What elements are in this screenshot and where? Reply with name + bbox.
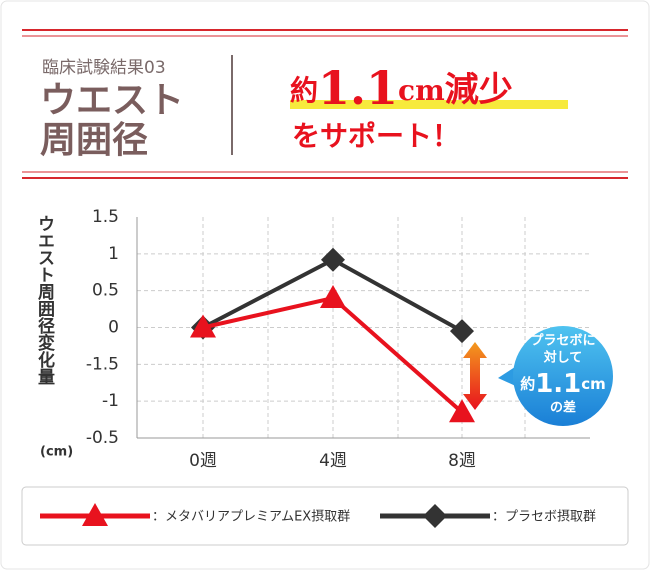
header-title: ウエスト xyxy=(40,80,184,121)
legend-marker xyxy=(82,503,108,526)
header-rules xyxy=(22,29,628,179)
y-tick-label: -1.5 xyxy=(86,354,119,374)
y-tick-label: 1 xyxy=(108,244,119,264)
legend-label: ：メタバリアプレミアムEX摂取群 xyxy=(152,509,350,525)
header-title: 周囲径 xyxy=(40,120,148,161)
y-axis-unit: (cm) xyxy=(40,445,73,460)
annotation-text: の差 xyxy=(550,400,576,416)
marker xyxy=(449,399,475,423)
marker xyxy=(321,247,345,272)
header-label: 臨床試験結果03 xyxy=(42,58,166,78)
annotation-part: 1.1 xyxy=(535,369,581,399)
annotation-text: プラセボに xyxy=(530,333,595,349)
claim: 約1.1cm減少 xyxy=(290,61,513,115)
y-tick-label: 1.5 xyxy=(92,207,119,227)
x-tick-label: 8週 xyxy=(448,451,476,471)
annotation-bubble xyxy=(513,326,613,426)
difference-arrow xyxy=(463,342,487,410)
legend-marker xyxy=(423,504,447,528)
annotation-text: 対して xyxy=(543,350,583,366)
y-tick-label: -0.5 xyxy=(86,428,119,448)
y-tick-label: 0 xyxy=(108,318,119,338)
claim-line2: をサポート！ xyxy=(292,120,460,153)
marker xyxy=(450,319,474,344)
marker xyxy=(190,314,216,338)
legend-label: ：プラセボ摂取群 xyxy=(492,509,596,525)
x-tick-label: 4週 xyxy=(319,451,347,471)
annotation-part: 約 xyxy=(520,375,535,393)
annotation-part: cm xyxy=(581,375,606,393)
y-tick-label: 0.5 xyxy=(92,281,119,301)
y-axis-label: ウエスト周囲径変化量 xyxy=(34,215,55,385)
marker xyxy=(320,285,346,309)
annotation-figure: 約1.1cm xyxy=(520,369,606,399)
legend xyxy=(21,486,629,546)
highlight xyxy=(290,100,568,109)
x-tick-label: 0週 xyxy=(189,451,217,471)
y-tick-label: -1 xyxy=(102,391,119,411)
